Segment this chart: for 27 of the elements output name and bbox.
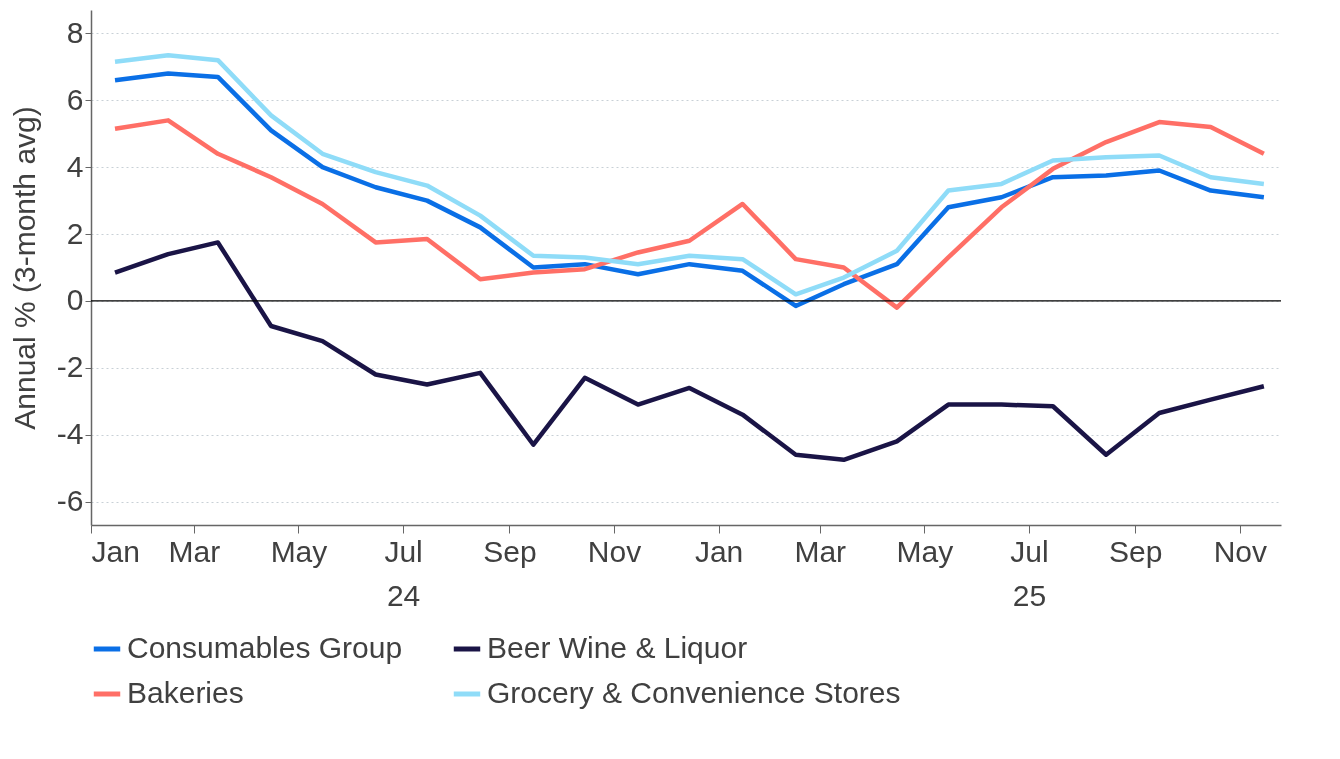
y-tick-label: 0 bbox=[66, 283, 84, 317]
x-tick-label: Sep bbox=[483, 534, 537, 568]
x-tick-label: May bbox=[896, 534, 954, 568]
y-tick-label: 4 bbox=[66, 149, 84, 183]
y-tick-label: 8 bbox=[66, 15, 84, 49]
y-tick-label: -4 bbox=[56, 417, 84, 451]
x-tick-label: Mar bbox=[794, 534, 847, 568]
y-tick-label: -6 bbox=[56, 484, 84, 518]
x-tick-label: Jul 25 bbox=[1010, 534, 1049, 612]
y-tick-label: 6 bbox=[66, 82, 84, 116]
y-axis-title: Annual % (3-month avg) bbox=[7, 106, 41, 430]
line-series bbox=[112, 240, 1267, 463]
line-series bbox=[112, 118, 1267, 310]
x-tick-label: Mar bbox=[168, 534, 221, 568]
legend-label: Consumables Group bbox=[127, 631, 403, 664]
legend-label: Beer Wine & Liquor bbox=[487, 631, 748, 664]
legend-label: Bakeries bbox=[127, 676, 244, 709]
x-tick-label: Nov bbox=[1213, 534, 1268, 568]
x-tick-label: Sep bbox=[1109, 534, 1163, 568]
x-tick-label: Nov bbox=[587, 534, 642, 568]
x-tick-label: Jan bbox=[91, 534, 140, 568]
legend-label: Grocery & Convenience Stores bbox=[487, 676, 901, 709]
x-tick-label: Jul 24 bbox=[384, 534, 423, 612]
y-tick-label: -2 bbox=[56, 350, 84, 384]
x-tick-label: May bbox=[270, 534, 328, 568]
y-tick-label: 2 bbox=[66, 216, 84, 250]
x-tick-label: Jan bbox=[694, 534, 744, 568]
